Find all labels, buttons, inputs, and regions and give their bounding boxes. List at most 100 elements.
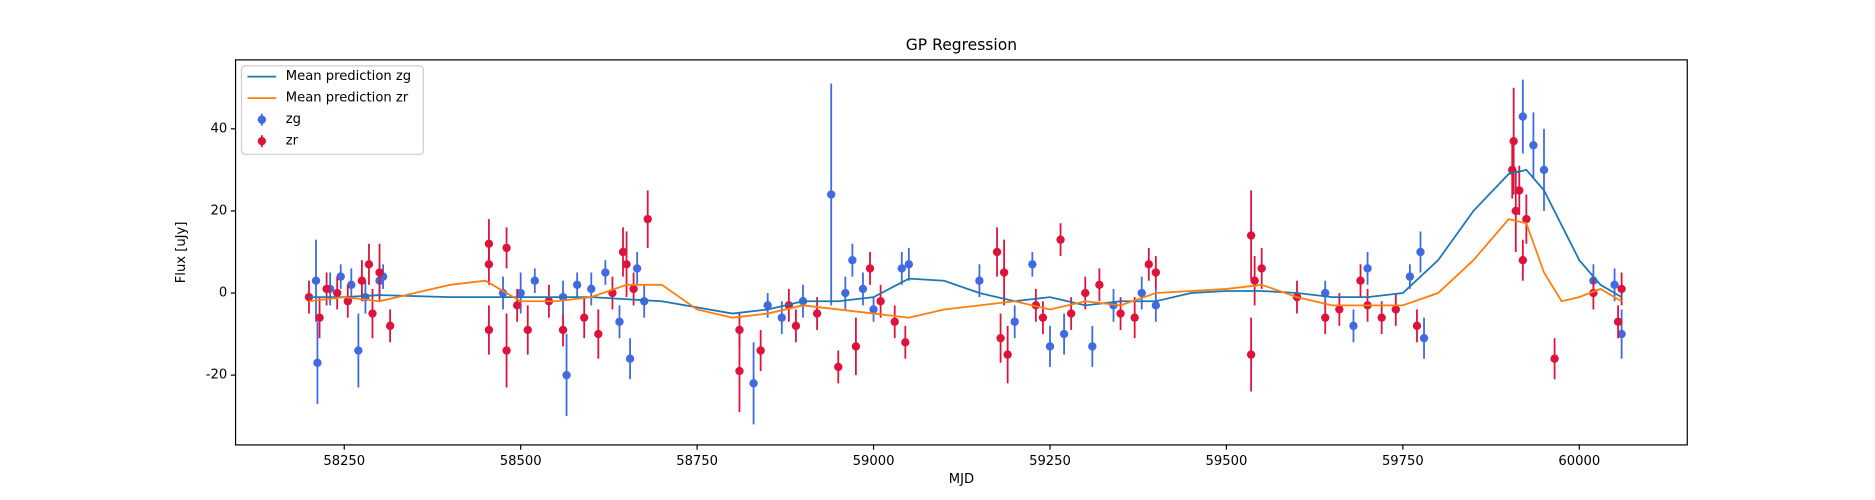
x-tick-label: 60000 [1558, 454, 1600, 469]
data-point [975, 276, 984, 285]
data-point [848, 256, 857, 265]
data-point [812, 309, 822, 318]
data-point [1412, 321, 1422, 331]
x-axis-label: MJD [949, 472, 974, 487]
data-point [1056, 235, 1065, 244]
legend-symbol [257, 136, 267, 146]
data-point [1518, 112, 1528, 121]
legend-label: Mean prediction zr [286, 91, 409, 106]
data-point [523, 325, 532, 335]
data-point [1151, 268, 1161, 277]
data-point [1539, 165, 1549, 175]
data-point [615, 317, 624, 326]
data-point [364, 260, 374, 269]
data-point [901, 338, 910, 347]
data-point [1550, 354, 1559, 363]
data-point [347, 280, 356, 290]
chart-title: GP Regression [906, 36, 1017, 54]
x-tick-label: 59750 [1382, 454, 1424, 469]
data-point [791, 321, 801, 331]
x-tick-label: 59250 [1029, 454, 1071, 469]
data-point [1003, 350, 1012, 359]
data-point [1130, 313, 1139, 322]
data-point [311, 276, 321, 285]
x-tick-label: 58250 [323, 454, 365, 469]
data-point [1363, 264, 1372, 273]
data-point [1391, 305, 1400, 314]
data-point [1045, 342, 1055, 351]
plot-area [304, 79, 1626, 425]
legend-symbol [257, 115, 267, 124]
data-point [498, 288, 508, 298]
data-point [1377, 313, 1386, 322]
legend-label: Mean prediction zg [286, 69, 411, 84]
data-point [858, 284, 868, 294]
x-tick-label: 58750 [676, 454, 718, 469]
y-tick-label: 20 [210, 203, 227, 218]
data-point [1405, 272, 1415, 281]
data-point [1349, 321, 1358, 331]
data-point [1335, 305, 1344, 314]
data-point [1257, 264, 1266, 273]
data-point [336, 272, 345, 281]
data-point [322, 284, 331, 294]
data-point [1066, 309, 1076, 318]
data-point [580, 313, 589, 322]
data-point [618, 247, 628, 257]
data-point [996, 333, 1005, 343]
data-point [1613, 317, 1623, 326]
data-point [562, 370, 571, 380]
data-point [625, 354, 635, 363]
data-point [876, 297, 885, 306]
data-point [1088, 342, 1097, 351]
data-point [1617, 329, 1626, 339]
data-point [512, 301, 522, 310]
data-point [992, 247, 1002, 257]
data-point [1081, 288, 1090, 298]
data-point [643, 214, 652, 224]
x-tick-label: 58500 [500, 454, 542, 469]
data-point [1522, 214, 1531, 224]
data-point [629, 284, 638, 294]
data-point [333, 288, 342, 298]
data-point [999, 268, 1009, 277]
data-point [1416, 247, 1425, 257]
data-point [897, 264, 906, 273]
data-point [484, 260, 494, 269]
data-point [375, 268, 384, 277]
data-point [1246, 350, 1256, 359]
data-point [1246, 231, 1256, 240]
data-point [1515, 186, 1524, 195]
data-point [502, 346, 511, 355]
data-point [516, 288, 525, 298]
data-point [1250, 276, 1259, 285]
data-point [1509, 136, 1518, 146]
data-point [1116, 309, 1125, 318]
data-point [1511, 206, 1520, 216]
mean-line [308, 218, 1623, 319]
data-point [1137, 288, 1146, 298]
data-point [869, 305, 878, 314]
data-point [1059, 329, 1069, 339]
plot-frame [234, 59, 1688, 446]
legend-label: zg [286, 112, 301, 127]
data-point [763, 301, 772, 310]
data-point [1144, 260, 1153, 269]
data-point [834, 362, 843, 372]
x-tick-label: 59500 [1206, 454, 1248, 469]
data-point [1529, 141, 1538, 150]
data-point [841, 288, 850, 298]
data-point [558, 325, 568, 335]
data-point [1610, 280, 1619, 290]
data-point [1095, 280, 1104, 290]
data-point [1028, 260, 1037, 269]
data-point [368, 309, 377, 318]
data-point [315, 313, 324, 322]
data-point [587, 284, 596, 294]
data-point [735, 325, 744, 335]
data-point [1617, 284, 1626, 294]
data-point [385, 321, 395, 331]
data-point [1038, 313, 1048, 322]
data-point [632, 264, 642, 273]
